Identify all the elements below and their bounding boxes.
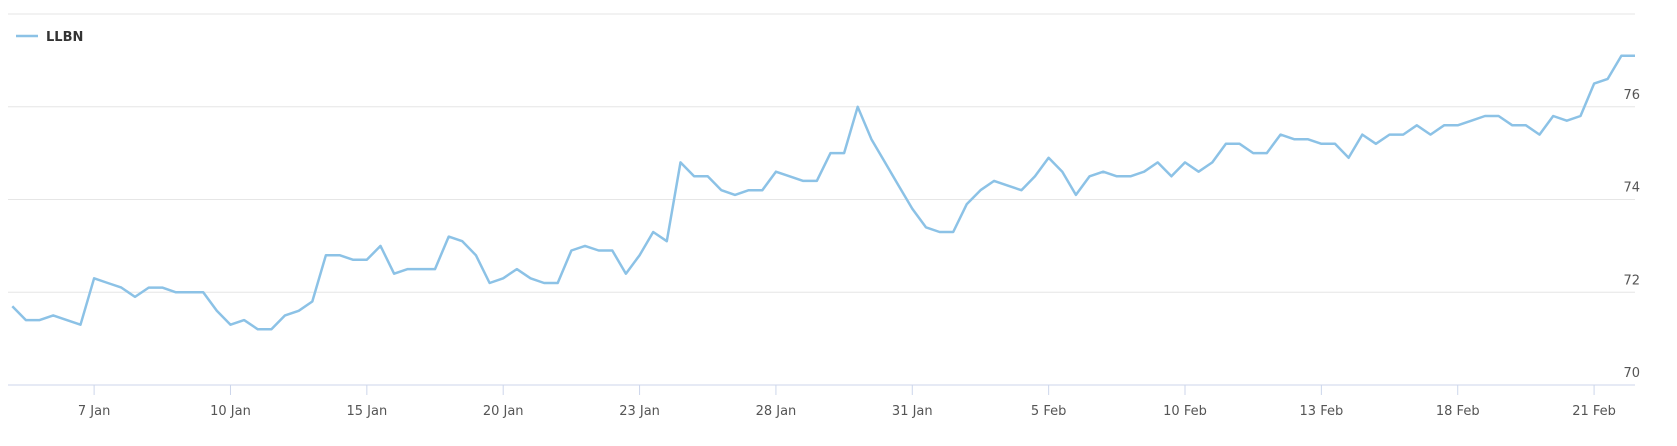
- legend-label: LLBN: [46, 30, 83, 45]
- x-tick-label: 10 Jan: [210, 404, 251, 419]
- y-tick-label: 72: [1623, 273, 1640, 288]
- x-tick-label: 21 Feb: [1572, 404, 1616, 419]
- x-tick-label: 15 Jan: [346, 404, 387, 419]
- x-tick-label: 10 Feb: [1163, 404, 1207, 419]
- line: [11, 54, 1635, 331]
- x-tick-label: 31 Jan: [892, 404, 933, 419]
- x-tick-label: 18 Feb: [1436, 404, 1480, 419]
- x-tick-label: 7 Jan: [78, 404, 110, 419]
- x-tick-label: 20 Jan: [483, 404, 524, 419]
- y-tick-label: 76: [1623, 88, 1640, 103]
- x-tick-label: 28 Jan: [756, 404, 797, 419]
- x-tick-label: 23 Jan: [619, 404, 660, 419]
- x-tick-label: 5 Feb: [1031, 404, 1066, 419]
- x-tick-label: 13 Feb: [1300, 404, 1344, 419]
- y-tick-label: 70: [1623, 366, 1640, 381]
- y-tick-label: 74: [1623, 181, 1640, 196]
